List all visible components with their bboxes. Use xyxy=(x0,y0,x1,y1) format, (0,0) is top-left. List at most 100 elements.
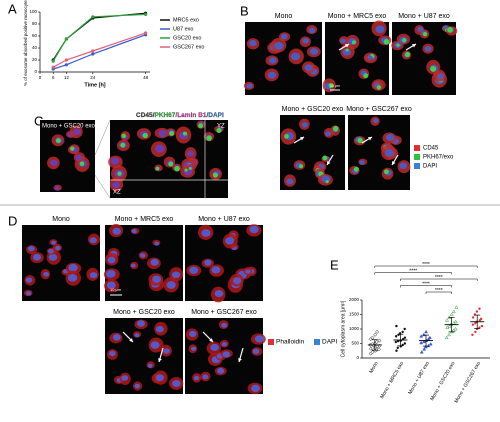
nucleus xyxy=(252,348,260,355)
zoom-line xyxy=(94,119,111,156)
nucleus xyxy=(210,343,219,352)
series-line xyxy=(52,32,146,68)
vesicle xyxy=(198,123,204,129)
x-tick-label: Mono + GSC20 exo xyxy=(429,360,456,401)
legend-label: GSC267 exo xyxy=(173,44,205,50)
x-tick-label: 12 xyxy=(64,75,70,80)
dot xyxy=(419,340,424,345)
nucleus xyxy=(249,40,257,47)
legend-label: CD45 xyxy=(423,146,439,152)
x-tick-label: 0 xyxy=(39,75,42,80)
nucleus xyxy=(304,64,313,71)
dot xyxy=(471,316,475,319)
point xyxy=(64,37,68,41)
nucleus xyxy=(340,38,346,44)
dot xyxy=(471,323,475,326)
nucleus xyxy=(150,341,160,349)
nucleus xyxy=(136,320,145,327)
image-caption: Mono + MRC5 exo xyxy=(115,216,174,223)
point xyxy=(144,31,148,35)
vesicle xyxy=(376,85,382,90)
nucleus xyxy=(112,181,121,189)
nucleus xyxy=(106,269,116,278)
significance-label: **** xyxy=(422,262,430,268)
vesicle xyxy=(142,132,148,139)
nucleus xyxy=(110,157,120,165)
nucleus xyxy=(28,245,35,252)
point xyxy=(51,59,55,63)
nucleus xyxy=(359,160,365,165)
vesicle xyxy=(206,135,212,141)
nucleus xyxy=(163,348,170,354)
arrow-head xyxy=(327,161,331,165)
nucleus xyxy=(245,269,251,274)
dot xyxy=(377,338,382,343)
nucleus xyxy=(131,229,137,234)
nucleus xyxy=(302,38,310,44)
dot xyxy=(374,340,379,345)
vesicle xyxy=(345,48,349,52)
nucleus xyxy=(112,334,121,341)
nucleus xyxy=(155,374,165,382)
image-caption: Mono + GSC20 exo xyxy=(282,106,344,113)
y-axis-label: Cell cytoplasm area [μm²] xyxy=(340,300,346,357)
nucleus xyxy=(26,291,32,296)
nucleus xyxy=(211,266,221,274)
nucleus xyxy=(150,258,159,266)
nucleus xyxy=(342,48,352,56)
y-tick-label: 40 xyxy=(32,45,38,50)
arrow-head xyxy=(129,338,133,342)
series-line xyxy=(53,34,146,70)
stain-part: PKH67 xyxy=(154,112,175,119)
nucleus xyxy=(375,25,385,34)
nucleus xyxy=(189,330,197,338)
dot xyxy=(421,332,426,337)
dot xyxy=(373,332,378,337)
nucleus xyxy=(384,149,394,157)
series-line xyxy=(52,12,146,61)
nucleus xyxy=(158,129,168,138)
nucleus xyxy=(246,83,253,89)
dot xyxy=(403,342,407,345)
dot xyxy=(444,335,449,340)
dot xyxy=(422,347,427,351)
y-tick-label: 0 xyxy=(356,355,359,360)
significance-bracket xyxy=(425,291,452,294)
nucleus xyxy=(48,248,54,254)
nucleus xyxy=(372,118,379,124)
dot xyxy=(394,335,398,338)
vesicle xyxy=(168,161,174,167)
legend-label: DAPI xyxy=(322,339,337,346)
vesicle xyxy=(383,39,390,45)
point xyxy=(51,65,55,69)
nucleus xyxy=(308,27,316,34)
panel-label: C xyxy=(34,113,43,128)
series-line xyxy=(52,13,146,62)
vesicle xyxy=(332,125,339,132)
dot xyxy=(377,347,381,352)
nucleus xyxy=(106,281,116,289)
legend-swatch xyxy=(414,145,420,151)
nucleus xyxy=(399,162,408,170)
nucleus xyxy=(48,253,58,261)
dot xyxy=(396,339,400,343)
nucleus xyxy=(367,55,373,60)
vesicle xyxy=(55,138,61,144)
scale-bar-label: 10 μm xyxy=(330,84,340,88)
arrow-head xyxy=(238,358,242,362)
vesicle xyxy=(174,165,180,172)
vesicle xyxy=(322,155,328,161)
dot xyxy=(375,329,380,334)
panel-label: B xyxy=(240,3,249,18)
point xyxy=(91,15,95,19)
nucleus xyxy=(301,122,309,128)
vesicle xyxy=(155,166,160,171)
dot xyxy=(424,329,429,334)
dot xyxy=(419,350,424,354)
nucleus xyxy=(251,384,260,393)
scale-bar-label: 10 μm xyxy=(110,287,122,292)
vesicle xyxy=(352,40,357,45)
nucleus xyxy=(187,150,195,157)
arrow-head xyxy=(412,44,416,48)
vesicle xyxy=(188,167,192,171)
